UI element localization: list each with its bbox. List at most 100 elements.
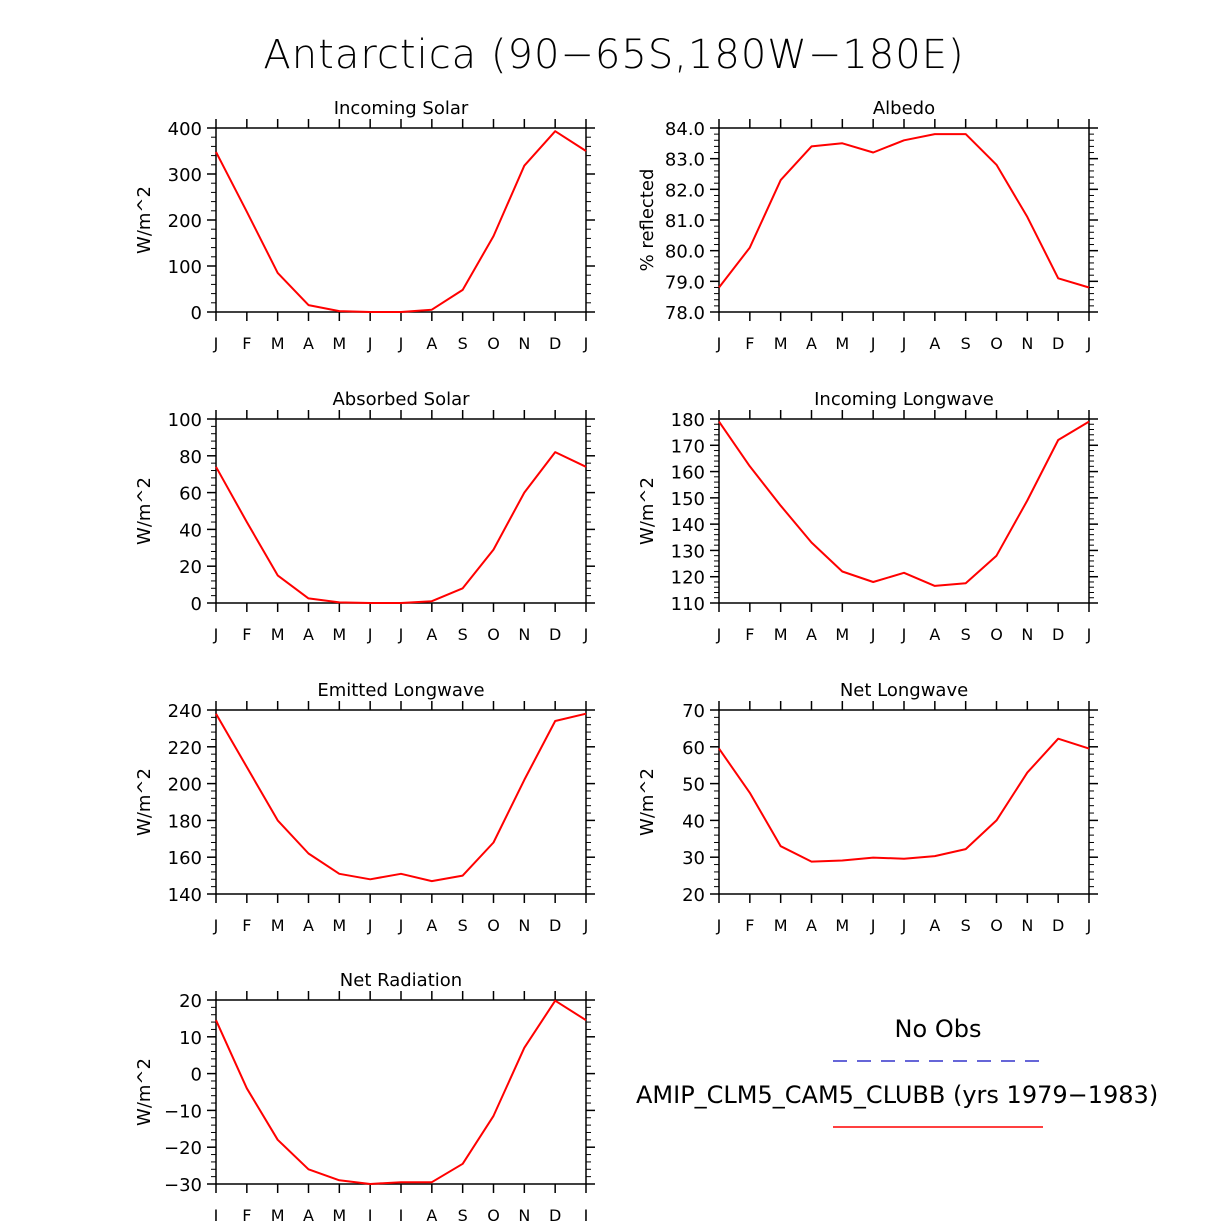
figure-title: Antarctica (90−65S,180W−180E) [263, 32, 964, 78]
x-tick-label: J [870, 916, 876, 935]
x-tick-label: J [901, 334, 907, 353]
y-axis-label: W/m^2 [134, 768, 155, 836]
x-tick-label: O [990, 334, 1003, 353]
plot-frame [215, 127, 587, 313]
y-tick-label: 180 [168, 811, 202, 832]
y-tick-label: 83.0 [665, 150, 705, 171]
x-tick-label: D [549, 625, 561, 644]
x-tick-label: N [1021, 625, 1033, 644]
y-tick-label: 81.0 [665, 211, 705, 232]
plot-frame [215, 418, 587, 604]
y-tick-label: 60 [179, 484, 202, 505]
x-tick-label: A [303, 1206, 314, 1221]
panel-incoming-solar: J F M A M J J A S O N D J0100200300400W/m^2Incoming … [134, 98, 595, 353]
x-tick-label: J [213, 334, 219, 353]
y-tick-label: 78.0 [665, 303, 705, 324]
y-tick-label: 79.0 [665, 272, 705, 293]
x-tick-label: S [961, 334, 971, 353]
x-tick-label: J [367, 916, 373, 935]
y-tick-label: 120 [671, 568, 705, 589]
legend-model-label: AMIP_CLM5_CAM5_CLUBB (yrs 1979−1983) [636, 1081, 1158, 1109]
plot-frame [718, 418, 1090, 604]
panel-net-radiation: J F M A M J J A S O N D J −30 −20 −10 0 10 20 W/m^2 Net Radi… [134, 970, 595, 1221]
x-tick-label: J [716, 334, 722, 353]
legend-obs-label: No Obs [895, 1015, 982, 1043]
y-tick-label: 50 [682, 775, 705, 796]
y-tick-label: 220 [168, 738, 202, 759]
y-tick-label: 84.0 [665, 119, 705, 140]
y-tick-label: −20 [164, 1138, 202, 1159]
panel-incoming-longwave: J F M A M J J A S O N D J110120130140150160170180W/m… [637, 389, 1098, 644]
legend: No Obs AMIP_CLM5_CAM5_CLUBB (yrs 1979−19… [636, 1015, 1158, 1128]
x-tick-label: M [332, 625, 346, 644]
x-tick-label: D [1052, 334, 1064, 353]
panel-title: Absorbed Solar [332, 389, 470, 410]
y-tick-label: 130 [671, 541, 705, 562]
x-tick-label: M [271, 916, 285, 935]
x-tick-label: J [901, 625, 907, 644]
x-tick-label: M [332, 334, 346, 353]
y-tick-label: 160 [168, 848, 202, 869]
y-tick-label: 240 [168, 701, 202, 722]
y-tick-label: 80 [179, 447, 202, 468]
x-tick-label: F [242, 334, 251, 353]
panels: J F M A M J J A S O N D J0100200300400W/m^2Incoming … [134, 98, 1098, 1221]
x-tick-label: J [213, 625, 219, 644]
x-tick-label: J [583, 916, 589, 935]
x-tick-label: M [271, 625, 285, 644]
panel-albedo: J F M A M J J A S O N D J78.079.080.081.082.083.084.… [637, 98, 1098, 353]
x-tick-label: J [1086, 625, 1092, 644]
x-tick-label: M [332, 1206, 346, 1221]
x-tick-label: S [458, 1206, 468, 1221]
y-axis-label: W/m^2 [134, 1058, 155, 1126]
x-tick-label: M [332, 916, 346, 935]
y-tick-label: 60 [682, 738, 705, 759]
x-tick-label: F [242, 1206, 251, 1221]
x-tick-label: O [487, 1206, 500, 1221]
y-tick-label: 100 [168, 410, 202, 431]
x-tick-label: S [961, 625, 971, 644]
y-tick-label: −10 [164, 1101, 202, 1122]
x-tick-label: O [487, 916, 500, 935]
x-tick-label: M [271, 1206, 285, 1221]
y-tick-label: 80.0 [665, 242, 705, 263]
series-line [718, 420, 1090, 587]
x-tick-label: O [990, 916, 1003, 935]
x-tick-label: A [426, 1206, 437, 1221]
x-tick-label: J [213, 1206, 219, 1221]
x-tick-label: N [518, 916, 530, 935]
x-tick-label: N [518, 1206, 530, 1221]
series-line [215, 999, 587, 1185]
x-tick-label: A [806, 916, 817, 935]
y-tick-label: 150 [671, 489, 705, 510]
x-tick-label: S [458, 334, 468, 353]
y-tick-label: 160 [671, 463, 705, 484]
y-tick-label: 200 [168, 211, 202, 232]
x-tick-label: M [835, 334, 849, 353]
x-tick-label: M [835, 916, 849, 935]
y-tick-label: 400 [168, 119, 202, 140]
x-tick-label: J [1086, 916, 1092, 935]
x-tick-label: J [1086, 334, 1092, 353]
y-tick-label: 40 [682, 811, 705, 832]
x-tick-label: J [367, 625, 373, 644]
y-tick-label: 0 [191, 303, 202, 324]
x-tick-label: J [716, 916, 722, 935]
y-tick-label: 200 [168, 775, 202, 796]
y-tick-label: 110 [671, 594, 705, 615]
y-tick-label: 20 [179, 557, 202, 578]
x-tick-label: D [1052, 625, 1064, 644]
x-tick-label: A [929, 625, 940, 644]
x-tick-label: J [901, 916, 907, 935]
y-tick-label: 300 [168, 165, 202, 186]
y-axis-label: W/m^2 [134, 186, 155, 254]
x-tick-label: J [398, 334, 404, 353]
x-tick-label: F [745, 334, 754, 353]
x-tick-label: M [774, 334, 788, 353]
y-tick-label: 40 [179, 520, 202, 541]
x-tick-label: J [213, 916, 219, 935]
y-tick-label: 10 [179, 1028, 202, 1049]
x-tick-label: F [745, 625, 754, 644]
x-tick-label: N [1021, 916, 1033, 935]
